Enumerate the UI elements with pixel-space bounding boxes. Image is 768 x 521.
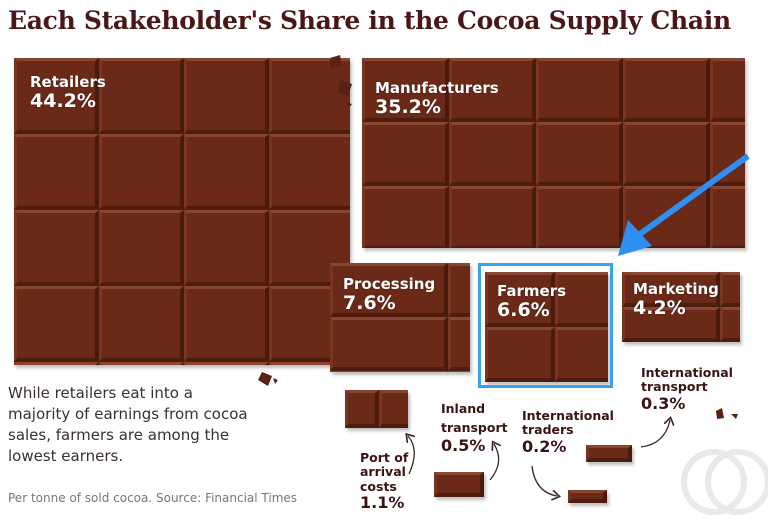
chocolate-piece [448, 263, 470, 317]
label-manufacturers: Manufacturers 35.2% [375, 79, 499, 119]
chocolate-piece [720, 307, 740, 342]
chocolate-piece [99, 286, 184, 362]
bar-marketing [622, 272, 740, 342]
label-inland-transport: Inland transport 0.5% [441, 401, 508, 455]
chocolate-piece [14, 362, 99, 365]
chocolate-piece [448, 371, 470, 372]
label-marketing: Marketing 4.2% [633, 280, 719, 320]
bar-inland-transport [434, 472, 484, 497]
chocolate-piece [330, 317, 448, 371]
arrow-transport [640, 420, 670, 448]
watermark-logo [681, 449, 768, 515]
label-international-transport: International transport 0.3% [641, 365, 733, 413]
bar-port-of-arrival [345, 390, 408, 428]
chocolate-piece [99, 134, 184, 210]
bar-processing [330, 263, 470, 372]
arrow-inland [489, 444, 499, 481]
chocolate-piece [536, 58, 623, 122]
chocolate-piece [586, 445, 632, 462]
chocolate-piece [485, 272, 555, 327]
farmers-highlight-box [478, 263, 613, 388]
chocolate-piece [184, 58, 269, 134]
chocolate-piece [269, 134, 350, 210]
chocolate-piece [184, 286, 269, 362]
chocolate-piece [14, 210, 99, 286]
chocolate-piece [568, 490, 607, 503]
chocolate-piece [362, 122, 449, 186]
chocolate-piece [536, 122, 623, 186]
chocolate-piece [449, 122, 536, 186]
chocolate-piece [449, 186, 536, 248]
chocolate-piece [555, 272, 608, 327]
label-farmers: Farmers 6.6% [497, 282, 567, 322]
chocolate-piece [710, 122, 745, 186]
chocolate-piece [449, 58, 536, 122]
chocolate-piece [184, 210, 269, 286]
chocolate-piece [434, 472, 484, 497]
label-international-traders: International traders 0.2% [522, 408, 614, 456]
chocolate-piece [269, 210, 350, 286]
chocolate-piece [623, 122, 710, 186]
label-retailers: Retailers 44.2% [30, 73, 106, 113]
chocolate-piece [622, 307, 720, 342]
chocolate-piece [269, 362, 350, 365]
bar-international-traders [568, 490, 607, 503]
chocolate-piece [362, 58, 449, 122]
chocolate-piece [269, 58, 350, 134]
chocolate-piece [184, 134, 269, 210]
chocolate-piece [99, 210, 184, 286]
label-port-of-arrival: Port of arrival costs 1.1% [360, 450, 409, 513]
chocolate-piece [330, 263, 448, 317]
note-text: While retailers eat into a majority of e… [8, 384, 248, 465]
chocolate-piece [555, 327, 608, 382]
chocolate-piece [14, 286, 99, 362]
chocolate-piece [184, 362, 269, 365]
arrow-traders [531, 465, 557, 496]
chocolate-piece [710, 58, 745, 122]
chocolate-piece [345, 390, 379, 428]
chocolate-piece [622, 272, 720, 307]
label-processing: Processing 7.6% [343, 275, 436, 315]
chocolate-piece [379, 390, 408, 428]
blue-arrow-head [618, 220, 652, 256]
chocolate-piece [14, 134, 99, 210]
chocolate-piece [623, 58, 710, 122]
chocolate-piece [362, 186, 449, 248]
arrow-port [408, 436, 414, 475]
chocolate-piece [330, 371, 448, 372]
chocolate-piece [710, 186, 745, 248]
chocolate-piece [448, 317, 470, 371]
chart-title: Each Stakeholder's Share in the Cocoa Su… [8, 6, 731, 35]
chocolate-piece [99, 362, 184, 365]
source-text: Per tonne of sold cocoa. Source: Financi… [8, 491, 298, 505]
blue-arrow-icon [638, 153, 750, 237]
chocolate-piece [14, 58, 99, 134]
bar-international-transport [586, 445, 632, 462]
chocolate-piece [720, 272, 740, 307]
bar-farmers [485, 272, 608, 382]
chocolate-piece [99, 58, 184, 134]
bar-retailers [14, 58, 350, 365]
chocolate-piece [485, 327, 555, 382]
chocolate-crumbs [258, 55, 738, 419]
chocolate-piece [536, 186, 623, 248]
